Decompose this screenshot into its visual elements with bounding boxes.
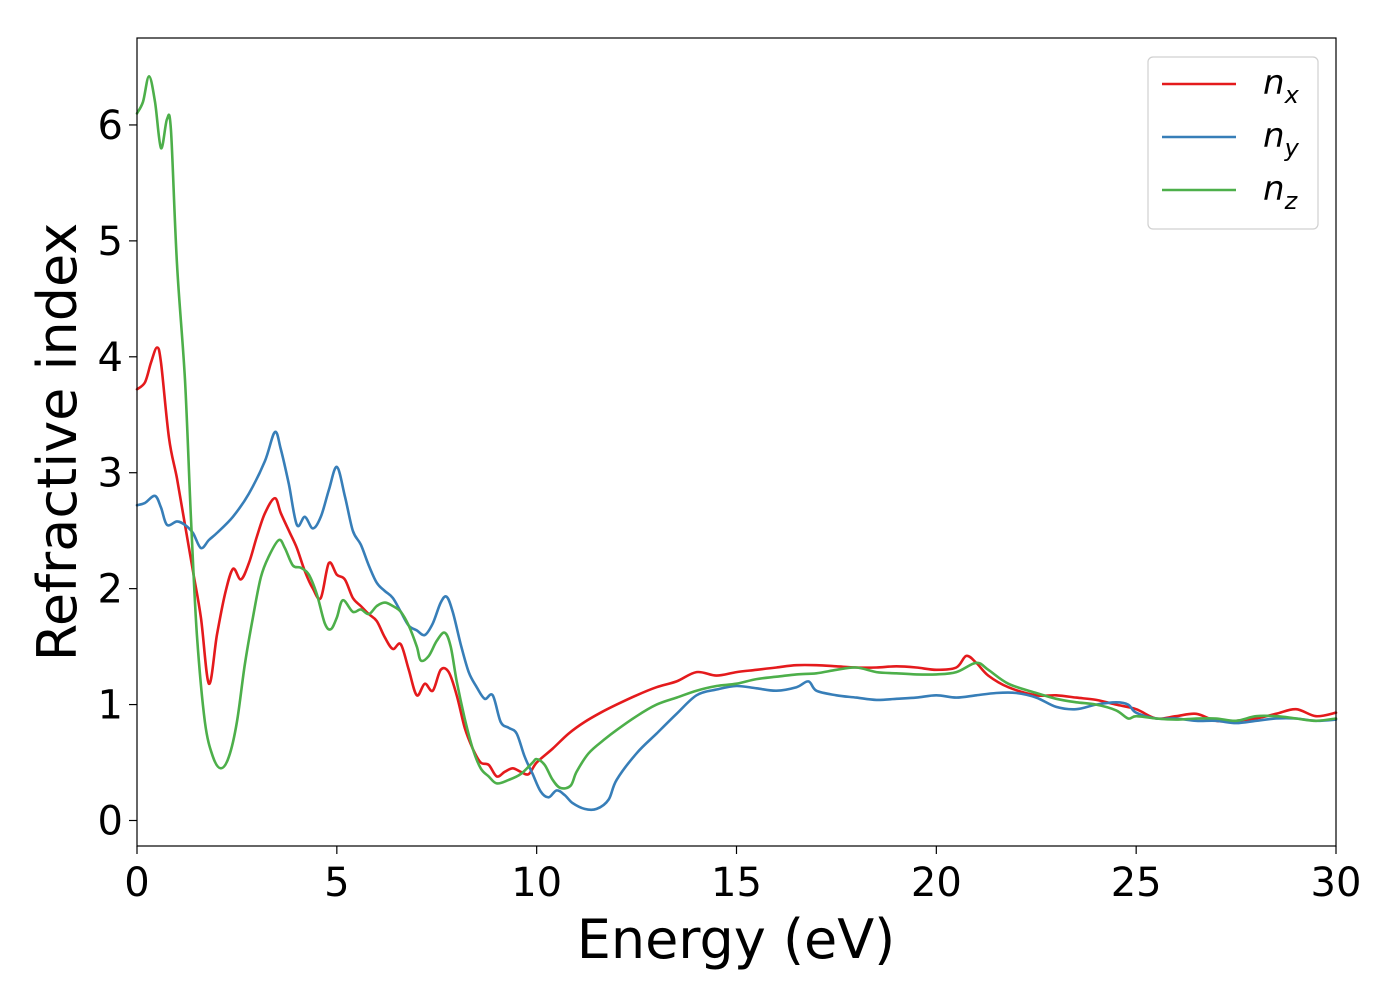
x-tick-label: 0 bbox=[124, 860, 149, 906]
y-axis-ticks: 0 1 2 3 4 5 6 bbox=[98, 103, 137, 844]
series-line-x bbox=[135, 346, 1338, 778]
x-tick-label: 15 bbox=[711, 860, 762, 906]
y-tick-label: 1 bbox=[98, 683, 123, 729]
series-layer bbox=[135, 75, 1338, 812]
y-tick-label: 2 bbox=[98, 567, 123, 613]
legend-label-z: nz bbox=[1263, 169, 1299, 215]
x-axis-ticks: 0 5 10 15 20 25 30 bbox=[124, 846, 1361, 906]
x-tick-label: 20 bbox=[911, 860, 962, 906]
legend-label-x: nx bbox=[1263, 63, 1300, 109]
x-axis-title: Energy (eV) bbox=[577, 908, 896, 971]
x-tick-label: 25 bbox=[1111, 860, 1162, 906]
legend-label-y: ny bbox=[1263, 116, 1300, 162]
y-tick-label: 0 bbox=[98, 798, 123, 844]
legend: nx ny nz bbox=[1147, 56, 1319, 230]
series-line-z bbox=[135, 75, 1338, 790]
y-tick-label: 6 bbox=[98, 103, 123, 149]
y-axis-title: Refractive index bbox=[26, 223, 89, 662]
series-line-y bbox=[135, 430, 1338, 812]
y-tick-label: 3 bbox=[98, 451, 123, 497]
x-tick-label: 30 bbox=[1311, 860, 1362, 906]
y-tick-label: 5 bbox=[98, 219, 123, 265]
y-tick-label: 4 bbox=[98, 335, 123, 381]
legend-box bbox=[1147, 56, 1319, 230]
x-tick-label: 10 bbox=[511, 860, 562, 906]
x-tick-label: 5 bbox=[324, 860, 349, 906]
